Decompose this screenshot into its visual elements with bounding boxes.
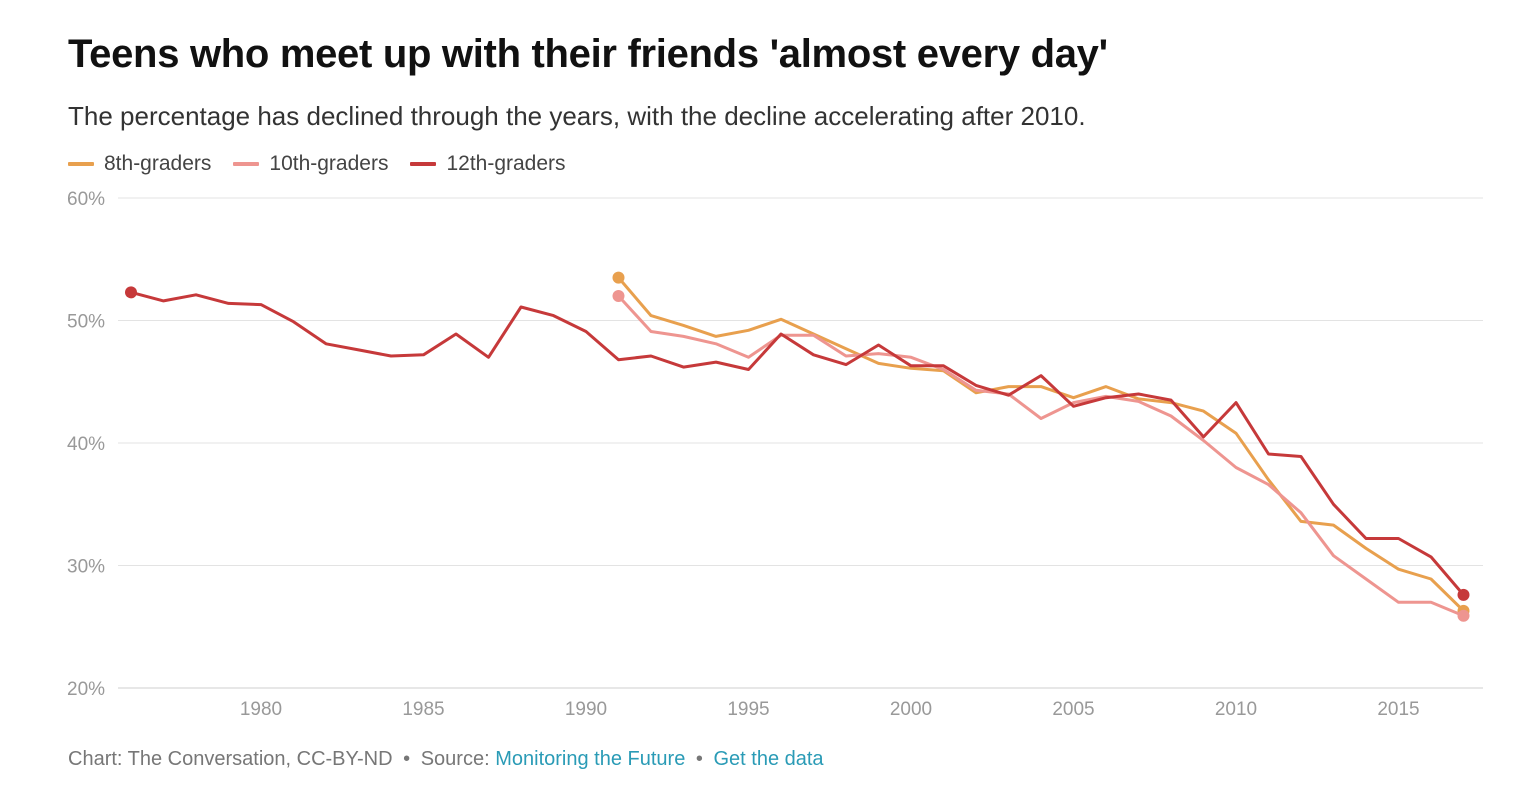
y-tick-label: 20% xyxy=(67,679,105,700)
legend-swatch-10th-graders xyxy=(233,162,260,166)
x-tick-label: 1985 xyxy=(402,699,444,720)
series-end-point-12th-graders xyxy=(1457,588,1470,601)
chart-credit: Chart: The Conversation, CC-BY-ND xyxy=(68,748,393,770)
legend-item-10th-graders: 10th-graders xyxy=(233,152,388,176)
series-start-point-8th-graders xyxy=(612,271,625,284)
x-tick-label: 1995 xyxy=(727,699,769,720)
y-tick-label: 60% xyxy=(67,189,105,210)
series-line-10th-graders xyxy=(617,294,1465,618)
series-line-12th-graders xyxy=(129,290,1465,597)
source-link[interactable]: Monitoring the Future xyxy=(495,748,686,770)
footer-separator: • xyxy=(403,748,411,770)
get-the-data-link[interactable]: Get the data xyxy=(713,748,824,770)
footer-separator-2: • xyxy=(695,748,703,770)
legend-swatch-8th-graders xyxy=(68,162,94,166)
series-start-point-12th-graders xyxy=(125,286,137,299)
chart-subtitle: The percentage has declined through the … xyxy=(68,101,1086,131)
source-prefix: Source: xyxy=(420,748,490,770)
x-tick-label: 2005 xyxy=(1052,699,1094,720)
y-tick-label: 30% xyxy=(67,557,105,578)
x-tick-label: 2015 xyxy=(1377,699,1419,720)
series-line-8th-graders xyxy=(617,276,1465,613)
legend-label-12th-graders: 12th-graders xyxy=(446,152,566,175)
y-tick-label: 50% xyxy=(67,312,105,333)
x-tick-label: 1990 xyxy=(565,699,607,720)
legend-label-10th-graders: 10th-graders xyxy=(269,152,389,175)
chart-legend: 8th-graders 10th-graders 12th-graders xyxy=(68,152,588,176)
chart-title: Teens who meet up with their friends 'al… xyxy=(68,32,1108,76)
x-tick-label: 2010 xyxy=(1215,699,1257,720)
legend-item-12th-graders: 12th-graders xyxy=(410,152,566,176)
line-chart: 20% 30% 40% 50% 60% 1980 1985 1990 1995 2000 2005 2… xyxy=(67,189,1483,720)
chart-footer: Chart: The Conversation, CC-BY-ND • Sour… xyxy=(68,748,824,771)
x-tick-label: 1980 xyxy=(240,699,282,720)
legend-label-8th-graders: 8th-graders xyxy=(104,152,212,175)
legend-swatch-12th-graders xyxy=(410,162,437,166)
series-start-point-10th-graders xyxy=(612,290,625,302)
legend-item-8th-graders: 8th-graders xyxy=(68,152,211,176)
y-tick-label: 40% xyxy=(67,434,105,455)
x-tick-label: 2000 xyxy=(890,699,932,720)
series-end-point-10th-graders xyxy=(1457,609,1470,622)
